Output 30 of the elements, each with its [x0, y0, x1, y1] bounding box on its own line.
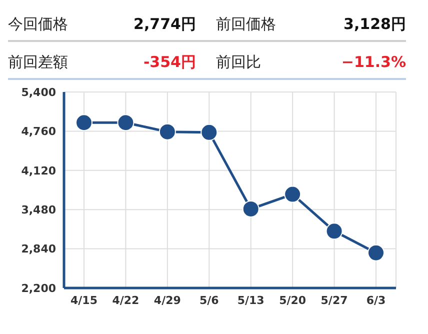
text: 2,774円 [134, 14, 196, 34]
x-tick-label: 5/20 [279, 294, 306, 307]
text: −11.3% [341, 52, 406, 72]
y-tick-label: 2,840 [21, 242, 56, 256]
point [117, 114, 134, 132]
text: -354円 [143, 52, 196, 72]
x-tick-label: 4/22 [112, 294, 140, 307]
x-tick-label: 5/27 [320, 294, 348, 307]
point [158, 123, 176, 140]
y-tick-label: 5,400 [21, 86, 56, 99]
x-tick-label: 4/29 [154, 294, 181, 307]
x-tick-label: 6/3 [366, 294, 386, 307]
text: 3,128円 [344, 14, 406, 34]
y-tick-label: 3,480 [21, 204, 56, 217]
point [326, 222, 343, 240]
y-tick-label: 4,120 [21, 164, 56, 178]
text: 前回差額 [8, 52, 68, 72]
x-tick-label: 5/6 [199, 294, 220, 307]
y-tick-label: 4,760 [21, 125, 56, 138]
x-tick-label: 5/13 [237, 294, 264, 307]
text: 前回価格 [216, 14, 276, 34]
y-tick-label: 2,200 [21, 282, 56, 295]
x-tick-label: 4/15 [70, 294, 98, 307]
point [242, 200, 260, 218]
point [200, 124, 218, 141]
text: 今回価格 [8, 14, 68, 34]
point [284, 186, 302, 203]
text: 前回比 [216, 52, 261, 72]
point [76, 114, 92, 132]
point [368, 244, 384, 262]
